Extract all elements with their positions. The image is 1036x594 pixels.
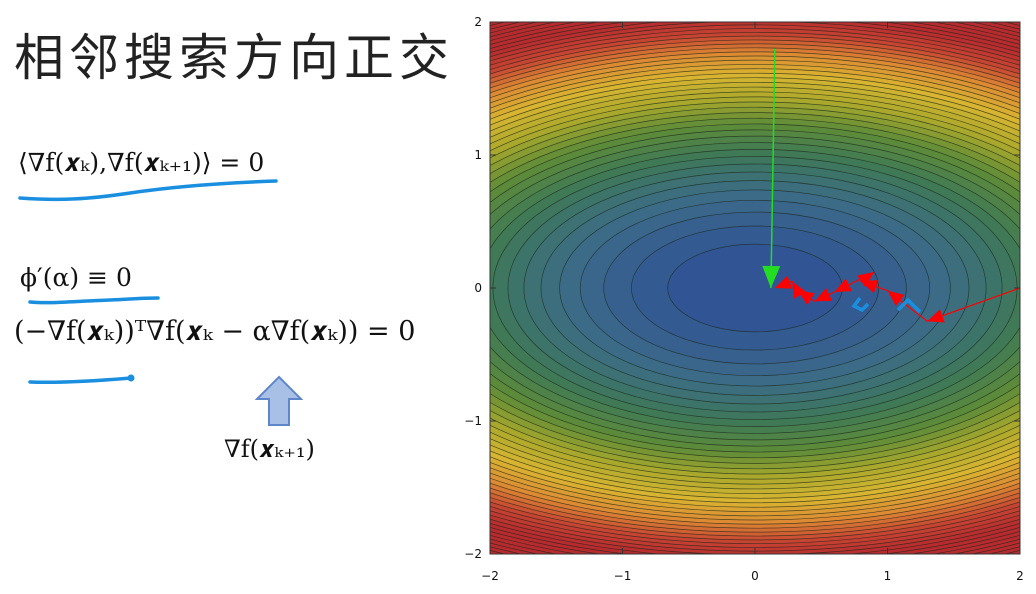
contour-line [490, 91, 1020, 485]
contour-line [490, 142, 1020, 434]
contour-line [490, 96, 1020, 480]
ink-underline-1 [18, 179, 278, 202]
orthogonality-equation: ⟨∇f(𝒙ₖ),∇f(𝒙ₖ₊₁)⟩ = 0 [18, 148, 265, 177]
blue-scribble-2 [896, 297, 922, 314]
x-tick-label: −1 [614, 569, 632, 583]
contour-plot: −2 −1 0 1 2 2 1 0 −1 −2 [464, 15, 1024, 583]
contour-line [490, 32, 1020, 544]
green-arrow-line [770, 48, 776, 289]
path-arrowhead [887, 290, 905, 306]
contour-line [490, 59, 1020, 517]
ink-underline-3 [28, 376, 133, 385]
contour-line [523, 171, 987, 405]
contour-line [490, 28, 1020, 548]
y-tick-label: 0 [474, 281, 482, 295]
contour-line [490, 82, 1020, 494]
contour-lines [490, 22, 1020, 554]
axis-ticks: −2 −1 0 1 2 2 1 0 −1 −2 [464, 15, 1024, 583]
y-tick-label: 1 [474, 148, 482, 162]
ink-dot [127, 374, 135, 382]
contour-fills [490, 22, 1020, 554]
contour-line [490, 64, 1020, 512]
contour-band [667, 244, 843, 332]
y-tick-label: 2 [474, 15, 482, 29]
contour-line [490, 112, 1020, 464]
blue-scribbles [851, 296, 922, 314]
contour-line [490, 68, 1020, 508]
slide-title: 相邻搜索方向正交 [14, 29, 454, 87]
contour-line [490, 39, 1020, 537]
contour-line [490, 106, 1020, 470]
contour-line [490, 72, 1020, 504]
x-tick-label: 2 [1016, 569, 1024, 583]
x-tick-label: −2 [481, 569, 499, 583]
x-tick-label: 1 [884, 569, 892, 583]
contour-line [490, 51, 1020, 525]
contour-line [579, 199, 931, 377]
contour-line [507, 163, 1003, 413]
contour-line [490, 129, 1020, 447]
path-arrowhead [792, 281, 807, 299]
contour-line [540, 180, 970, 396]
contour-line [559, 189, 951, 387]
path-arrowhead [814, 288, 833, 302]
contour-line [490, 101, 1020, 475]
expanded-derivative-equation: (−∇f(𝒙ₖ))ᵀ∇f(𝒙ₖ − α∇f(𝒙ₖ)) = 0 [14, 316, 416, 347]
contour-line [490, 123, 1020, 453]
contour-line [490, 77, 1020, 499]
path-arrowhead [774, 275, 793, 289]
y-tick-label: −2 [464, 547, 482, 561]
next-gradient-label: ∇f(𝒙ₖ₊₁) [224, 435, 315, 463]
contour-line [490, 55, 1020, 521]
contour-line [490, 135, 1020, 441]
path-arrowhead [927, 309, 945, 323]
contour-line [490, 47, 1020, 529]
x-tick-label: 0 [751, 569, 759, 583]
path-arrowheads [774, 272, 945, 323]
up-arrow-icon [255, 375, 303, 426]
y-tick-label: −1 [464, 414, 482, 428]
phi-derivative-equation: ϕ′(α) ≡ 0 [20, 263, 132, 292]
green-arrowhead [762, 265, 781, 288]
contour-line [490, 149, 1020, 427]
contour-line [490, 86, 1020, 490]
contour-line [490, 43, 1020, 533]
ink-underline-2 [28, 296, 160, 305]
blue-scribble-1 [851, 296, 870, 313]
path-arrowhead [857, 272, 875, 287]
contour-line [490, 117, 1020, 459]
plot-area [490, 22, 1020, 554]
contour-line [603, 211, 907, 365]
path-arrowhead [834, 278, 852, 292]
contour-line [490, 35, 1020, 541]
